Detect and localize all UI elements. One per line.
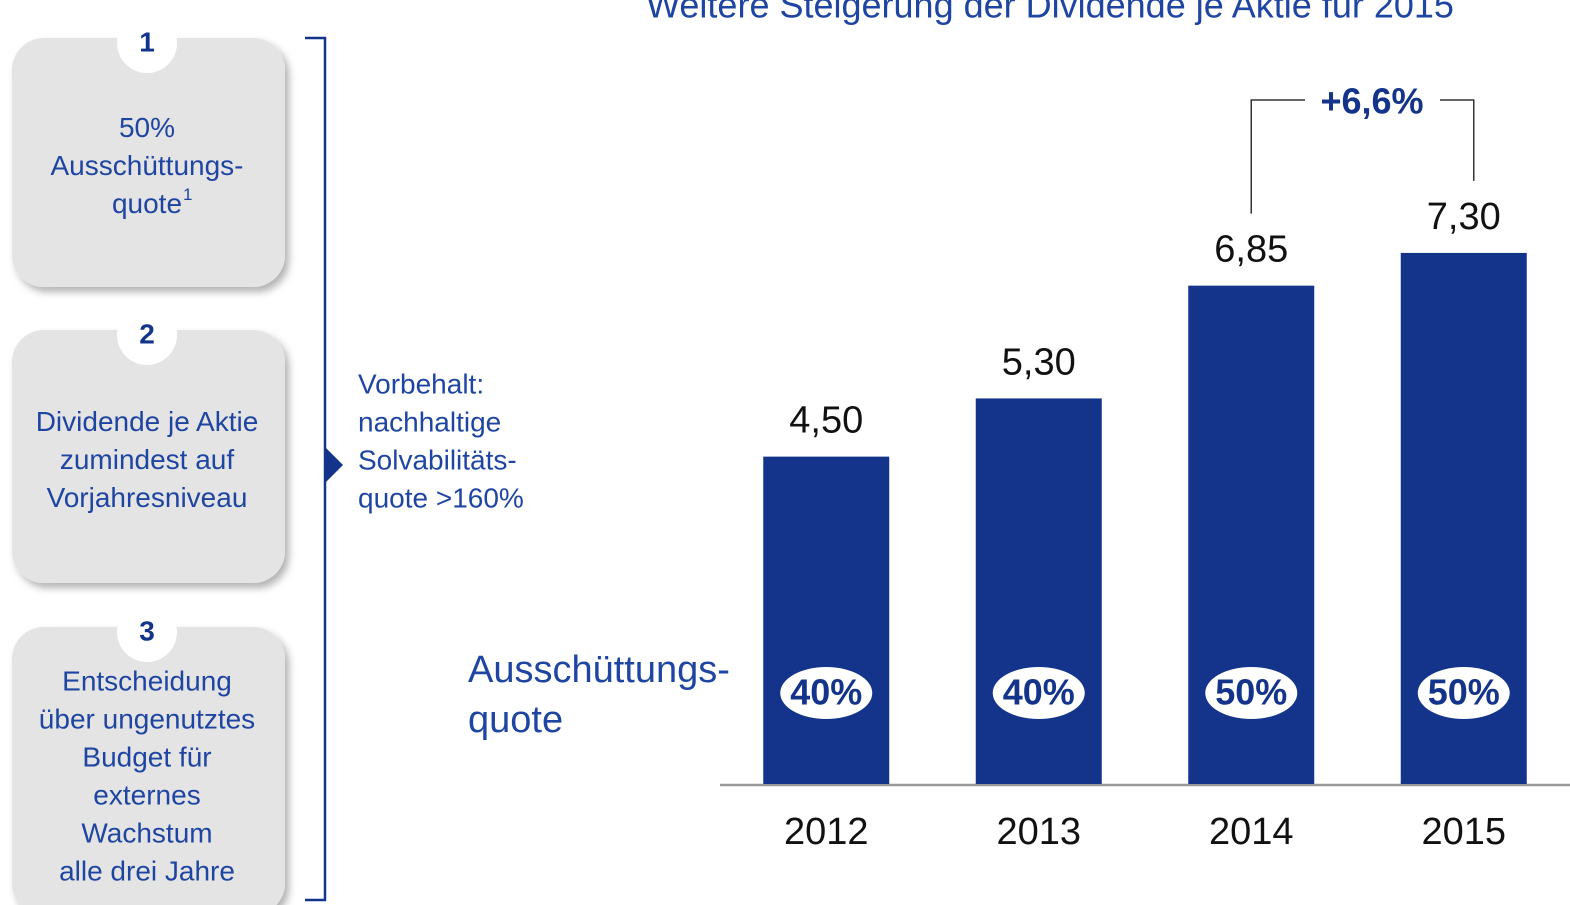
principle-text: Entscheidung xyxy=(62,665,232,696)
bar xyxy=(975,398,1102,784)
note-text: Vorbehalt: xyxy=(358,368,484,399)
x-tick-label: 2012 xyxy=(784,811,869,853)
principle-text: Dividende je Aktie xyxy=(36,406,259,437)
principle-text: Budget für xyxy=(82,741,211,772)
principle-text: alle drei Jahre xyxy=(59,855,235,886)
principle-text: 50% xyxy=(119,112,175,143)
chart-title: Weitere Steigerung der Dividende je Akti… xyxy=(646,0,1454,26)
payout-badge xyxy=(1417,667,1510,719)
note-text: quote >160% xyxy=(358,482,524,513)
principle-text: Vorjahresniveau xyxy=(47,482,248,513)
x-tick-label: 2015 xyxy=(1421,811,1506,853)
growth-bracket xyxy=(1440,99,1475,181)
payout-badge xyxy=(992,667,1085,719)
bracket-arrow xyxy=(325,447,343,483)
payout-label: 50% xyxy=(1428,672,1500,713)
payout-label: 40% xyxy=(1003,672,1075,713)
principle-text: über ungenutztes xyxy=(39,703,255,734)
principle-number: 2 xyxy=(139,318,155,349)
number-badge xyxy=(117,602,177,662)
principle-box xyxy=(12,330,285,583)
principle-text: Wachstum xyxy=(81,817,212,848)
principle-text: Ausschüttungs- xyxy=(51,150,244,181)
bracket xyxy=(305,36,327,902)
principle-box xyxy=(12,38,285,287)
principle-number: 3 xyxy=(139,615,155,646)
value-label: 6,85 xyxy=(1214,229,1288,271)
x-tick-label: 2013 xyxy=(996,811,1081,853)
principle-text: quote xyxy=(112,188,182,219)
payout-axis-label: quote xyxy=(468,699,563,741)
footnote-marker: 1 xyxy=(183,185,192,204)
principle-text: externes xyxy=(93,779,200,810)
note-text: Solvabilitäts- xyxy=(358,444,517,475)
number-badge xyxy=(117,305,177,365)
value-label: 5,30 xyxy=(1002,341,1076,383)
payout-label: 40% xyxy=(790,672,862,713)
number-badge xyxy=(117,13,177,73)
value-label: 4,50 xyxy=(789,400,863,442)
growth-annotation: +6,6% xyxy=(1320,81,1423,122)
payout-axis-label: Ausschüttungs- xyxy=(468,649,730,691)
value-label: 7,30 xyxy=(1427,196,1501,238)
principle-box xyxy=(12,627,285,905)
payout-badge xyxy=(780,667,873,719)
payout-label: 50% xyxy=(1215,672,1287,713)
growth-bracket xyxy=(1250,99,1305,214)
payout-badge xyxy=(1205,667,1298,719)
principle-text: zumindest auf xyxy=(60,444,235,475)
note-text: nachhaltige xyxy=(358,406,501,437)
bar xyxy=(763,456,890,784)
x-tick-label: 2014 xyxy=(1209,811,1294,853)
principle-number: 1 xyxy=(139,26,155,57)
